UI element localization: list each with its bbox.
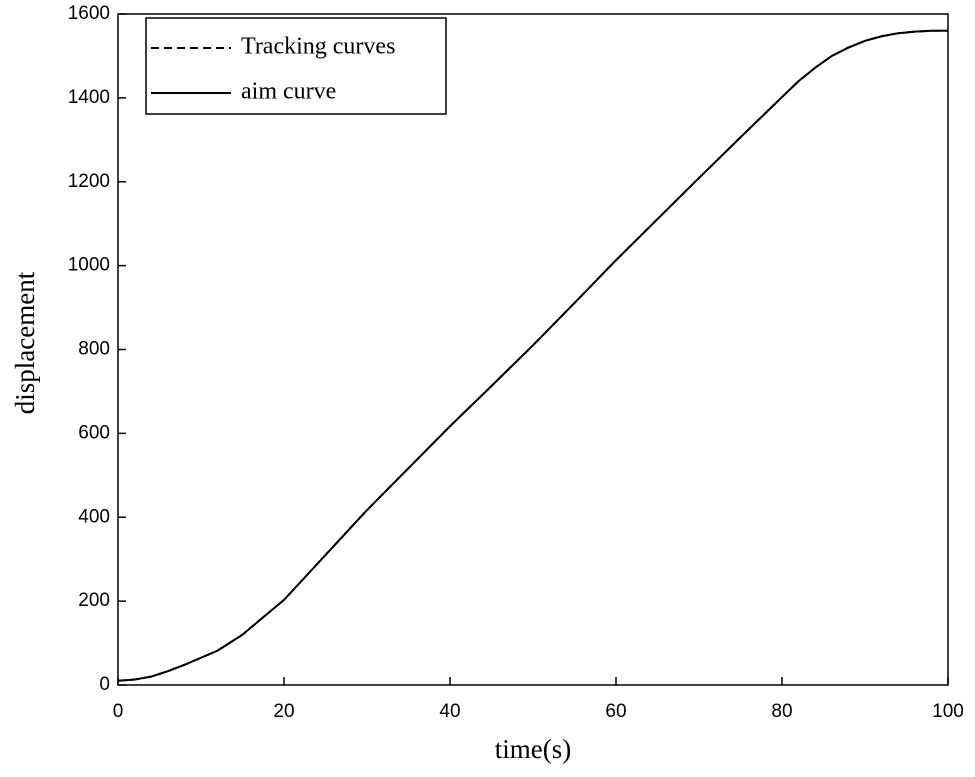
legend-label: Tracking curves xyxy=(241,34,395,60)
series-line xyxy=(117,29,948,682)
y-tick-label: 1200 xyxy=(68,171,110,192)
y-tick-label: 400 xyxy=(78,506,110,527)
x-tick-label: 60 xyxy=(605,701,626,722)
y-tick-label: 1600 xyxy=(68,3,110,24)
x-tick-label: 100 xyxy=(932,701,964,722)
y-tick-label: 600 xyxy=(78,422,110,443)
x-tick-label: 20 xyxy=(273,701,294,722)
x-tick-label: 0 xyxy=(113,701,124,722)
series-line xyxy=(117,29,948,682)
x-tick-label: 40 xyxy=(439,701,460,722)
y-tick-label: 0 xyxy=(99,674,110,695)
legend-box xyxy=(145,17,447,115)
y-tick-label: 1000 xyxy=(68,255,110,276)
x-axis-label: time(s) xyxy=(495,734,571,764)
y-tick-label: 1400 xyxy=(68,87,110,108)
y-axis-label: displacement xyxy=(10,271,40,414)
x-tick-label: 80 xyxy=(771,701,792,722)
legend-label: aim curve xyxy=(241,79,336,105)
y-tick-label: 200 xyxy=(78,590,110,611)
y-tick-label: 800 xyxy=(78,339,110,360)
